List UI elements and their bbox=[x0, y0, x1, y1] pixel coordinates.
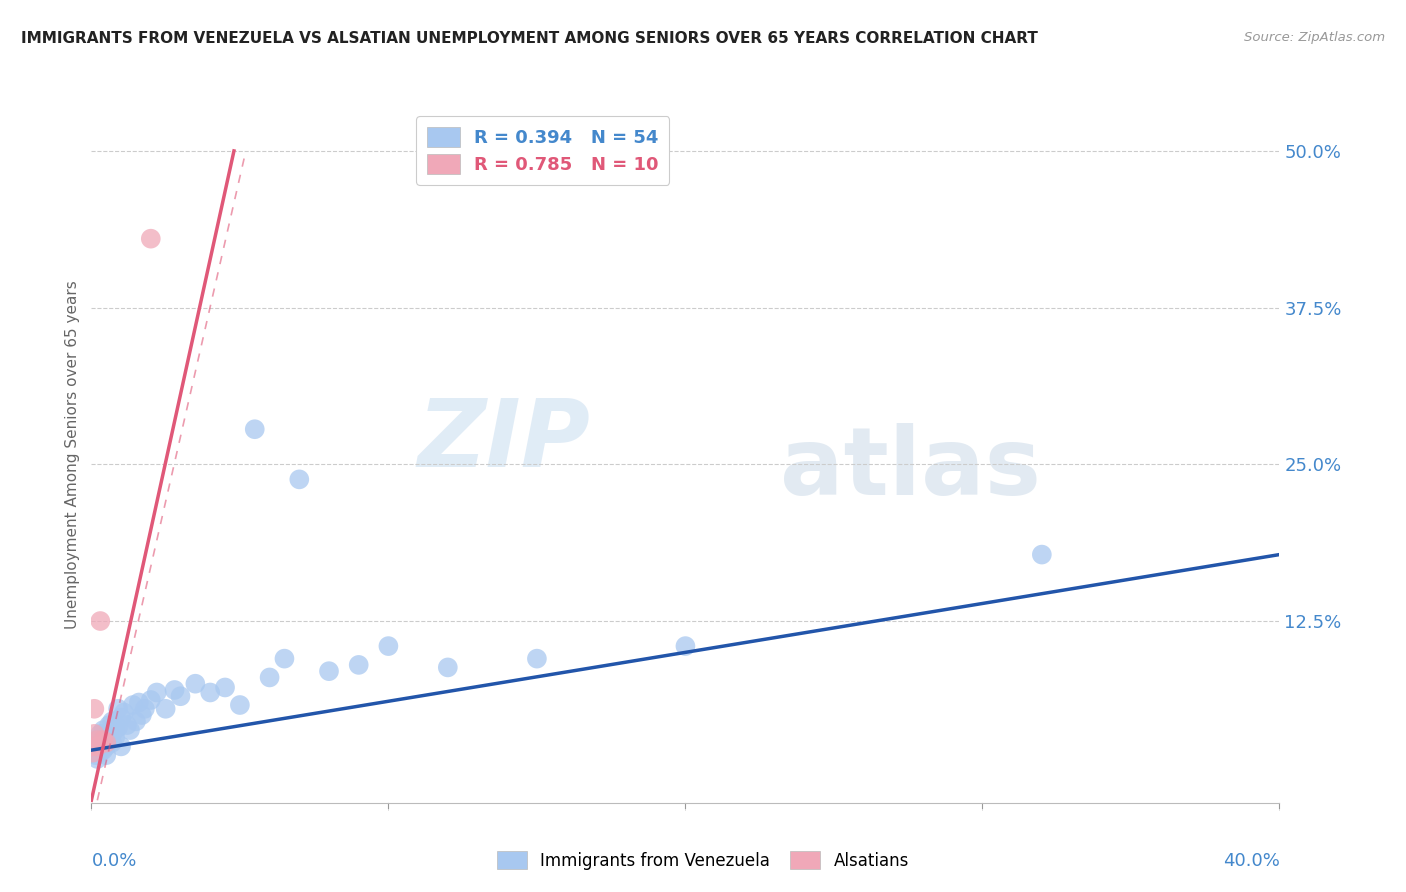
Point bbox=[82, 746, 104, 760]
Point bbox=[104, 731, 127, 745]
Y-axis label: Unemployment Among Seniors over 65 years: Unemployment Among Seniors over 65 years bbox=[65, 281, 80, 629]
Point bbox=[112, 706, 135, 720]
Point bbox=[82, 739, 104, 754]
Point bbox=[107, 721, 129, 735]
Point bbox=[163, 683, 186, 698]
Point bbox=[82, 746, 104, 760]
Point bbox=[96, 733, 118, 747]
Point bbox=[128, 696, 150, 710]
Text: 40.0%: 40.0% bbox=[1223, 852, 1279, 870]
Legend: Immigrants from Venezuela, Alsatians: Immigrants from Venezuela, Alsatians bbox=[491, 845, 915, 877]
Point bbox=[229, 698, 252, 712]
Point bbox=[436, 660, 458, 674]
Point bbox=[83, 702, 105, 716]
Point bbox=[155, 702, 177, 716]
Point bbox=[84, 748, 107, 763]
Point bbox=[110, 710, 132, 724]
Point bbox=[86, 733, 108, 747]
Point bbox=[107, 702, 129, 716]
Point bbox=[288, 472, 311, 486]
Text: Source: ZipAtlas.com: Source: ZipAtlas.com bbox=[1244, 31, 1385, 45]
Point bbox=[259, 670, 281, 684]
Point bbox=[125, 714, 148, 729]
Legend: R = 0.394   N = 54, R = 0.785   N = 10: R = 0.394 N = 54, R = 0.785 N = 10 bbox=[416, 116, 669, 185]
Point bbox=[104, 723, 127, 737]
Point bbox=[96, 736, 118, 750]
Point bbox=[134, 702, 156, 716]
Point bbox=[139, 693, 162, 707]
Point bbox=[139, 232, 162, 246]
Point bbox=[96, 739, 118, 754]
Point bbox=[184, 676, 207, 690]
Point bbox=[96, 748, 118, 763]
Point bbox=[89, 746, 111, 760]
Point bbox=[83, 727, 105, 741]
Point bbox=[318, 664, 340, 678]
Point bbox=[98, 727, 121, 741]
Text: IMMIGRANTS FROM VENEZUELA VS ALSATIAN UNEMPLOYMENT AMONG SENIORS OVER 65 YEARS C: IMMIGRANTS FROM VENEZUELA VS ALSATIAN UN… bbox=[21, 31, 1038, 46]
Point bbox=[91, 733, 114, 747]
Point bbox=[101, 714, 124, 729]
Point bbox=[89, 727, 111, 741]
Point bbox=[273, 651, 295, 665]
Point bbox=[131, 708, 153, 723]
Point bbox=[214, 681, 236, 695]
Point bbox=[91, 723, 114, 737]
Point bbox=[526, 651, 548, 665]
Point bbox=[86, 733, 108, 747]
Point bbox=[91, 743, 114, 757]
Point bbox=[200, 685, 222, 699]
Text: 0.0%: 0.0% bbox=[91, 852, 136, 870]
Point bbox=[89, 736, 111, 750]
Point bbox=[89, 614, 111, 628]
Point bbox=[86, 739, 108, 754]
Point bbox=[118, 723, 141, 737]
Point bbox=[122, 698, 145, 712]
Point bbox=[86, 752, 108, 766]
Point bbox=[169, 690, 191, 704]
Point bbox=[83, 739, 105, 754]
Point bbox=[1031, 548, 1053, 562]
Point bbox=[101, 736, 124, 750]
Text: ZIP: ZIP bbox=[418, 395, 591, 487]
Point bbox=[673, 639, 696, 653]
Point bbox=[243, 422, 266, 436]
Text: atlas: atlas bbox=[780, 423, 1042, 515]
Point bbox=[83, 743, 105, 757]
Point bbox=[115, 718, 138, 732]
Point bbox=[91, 731, 114, 745]
Point bbox=[347, 657, 370, 672]
Point bbox=[145, 685, 167, 699]
Point bbox=[377, 639, 399, 653]
Point bbox=[110, 739, 132, 754]
Point bbox=[98, 718, 121, 732]
Point bbox=[87, 739, 110, 754]
